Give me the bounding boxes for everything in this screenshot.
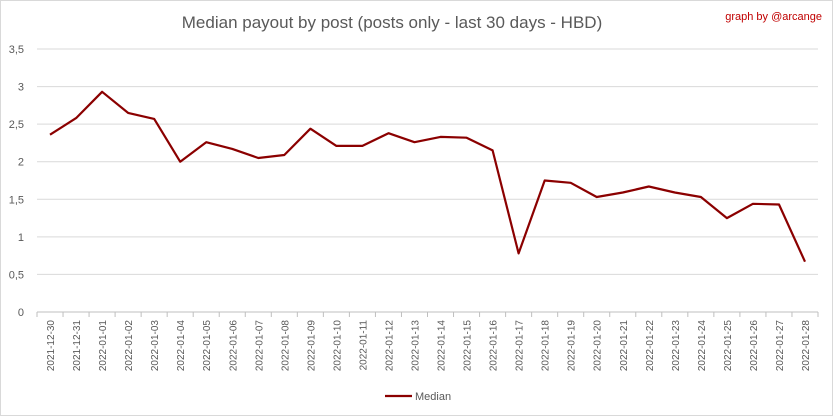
x-tick-label: 2022-01-25 [723, 320, 734, 372]
x-tick-label: 2022-01-28 [801, 320, 812, 372]
x-tick-label: 2022-01-16 [489, 320, 500, 372]
gridlines [37, 48, 818, 313]
x-tick-label: 2021-12-30 [46, 320, 57, 372]
x-tick-label: 2022-01-24 [697, 320, 708, 372]
x-tick-label: 2022-01-08 [280, 320, 291, 372]
y-tick-label: 0 [18, 307, 24, 319]
legend-label: Median [415, 391, 451, 403]
x-tick-label: 2022-01-20 [593, 320, 604, 372]
y-tick-label: 2,5 [9, 119, 24, 131]
chart-title: Median payout by post (posts only - last… [182, 13, 602, 32]
x-tick-label: 2022-01-26 [749, 320, 760, 372]
x-tick-label: 2022-01-15 [463, 320, 474, 372]
y-tick-label: 1,5 [9, 194, 24, 206]
x-tick-label: 2022-01-06 [228, 320, 239, 372]
x-tick-label: 2022-01-03 [150, 320, 161, 372]
x-tick-label: 2022-01-10 [332, 320, 343, 372]
y-tick-label: 3 [18, 82, 24, 94]
legend: Median [385, 391, 451, 403]
y-tick-label: 0,5 [9, 269, 24, 281]
x-tick-label: 2022-01-02 [124, 320, 135, 372]
x-tick-label: 2021-12-31 [72, 320, 83, 372]
x-tick-label: 2022-01-04 [176, 320, 187, 372]
x-tick-label: 2022-01-19 [567, 320, 578, 372]
x-tick-label: 2022-01-01 [98, 320, 109, 372]
x-tick-label: 2022-01-13 [410, 320, 421, 372]
series-layer [49, 90, 807, 263]
y-tick-label: 3,5 [9, 44, 24, 56]
chart-credit: graph by @arcange [725, 11, 822, 23]
y-tick-label: 1 [18, 232, 24, 244]
x-tick-label: 2022-01-21 [619, 320, 630, 372]
x-tick-label: 2022-01-27 [775, 320, 786, 372]
y-axis-ticks: 0 0,5 1 1,5 2 2,5 3 3,5 [9, 44, 24, 319]
y-tick-label: 2 [18, 157, 24, 169]
x-tick-label: 2022-01-23 [671, 320, 682, 372]
x-tick-label: 2022-01-07 [254, 320, 265, 372]
x-tick-label: 2022-01-18 [541, 320, 552, 372]
x-tick-label: 2022-01-09 [306, 320, 317, 372]
x-tick-label: 2022-01-14 [437, 320, 448, 372]
x-tick-label: 2022-01-22 [645, 320, 656, 372]
x-tick-label: 2022-01-11 [358, 320, 369, 371]
x-axis-ticks: 2021-12-30 2021-12-31 2022-01-01 2022-01-02… [36, 312, 819, 372]
series-line-median [49, 90, 807, 263]
x-tick-label: 2022-01-05 [202, 320, 213, 372]
x-tick-label: 2022-01-17 [515, 320, 526, 372]
x-tick-label: 2022-01-12 [384, 320, 395, 372]
